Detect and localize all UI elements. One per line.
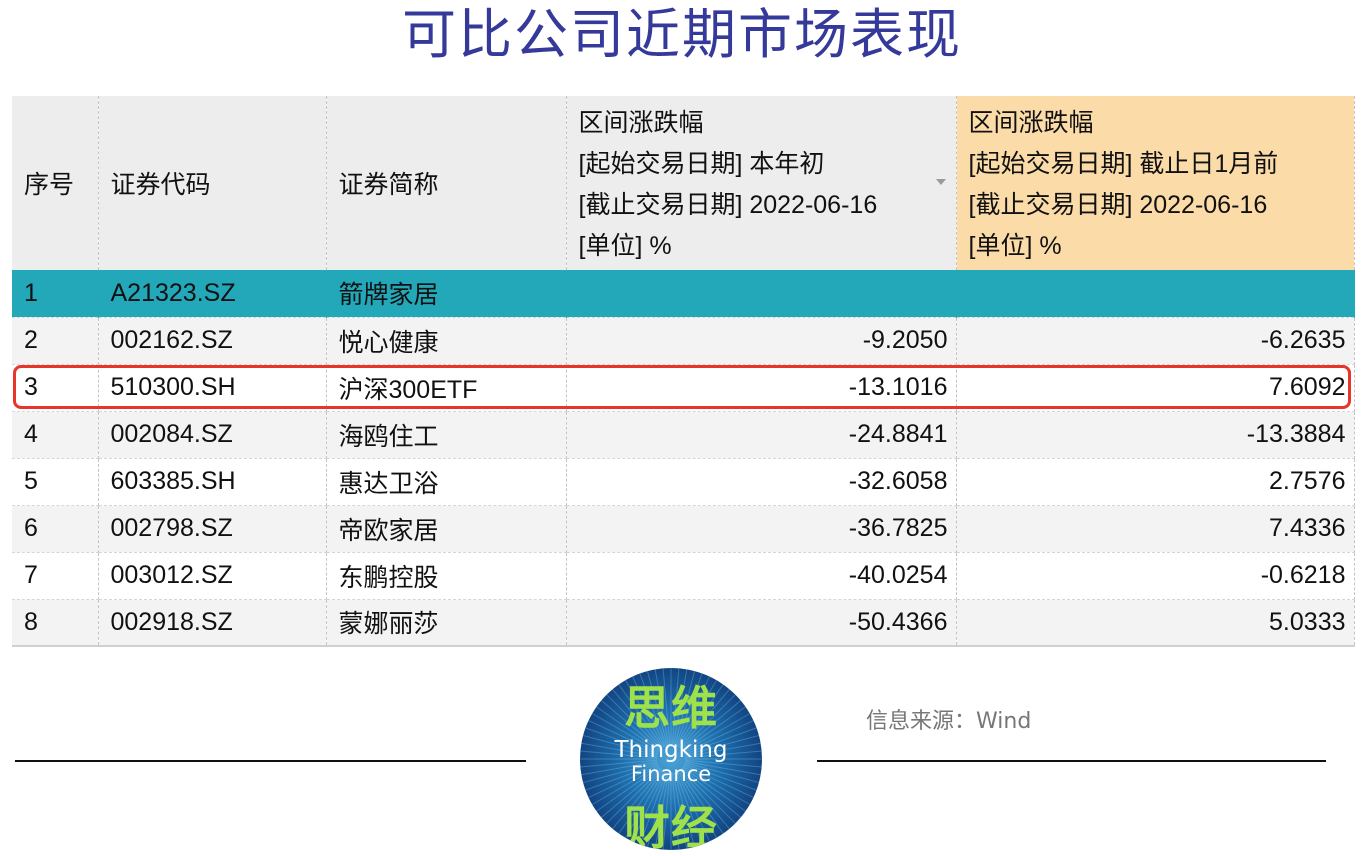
cell-code[interactable]: 002084.SZ [98, 411, 327, 459]
header-code[interactable]: 证券代码 [98, 96, 327, 270]
cell-name[interactable]: 箭牌家居 [326, 270, 567, 318]
cell-seq[interactable]: 1 [12, 270, 99, 318]
cell-seq[interactable]: 4 [12, 411, 99, 459]
table-row[interactable]: 5 603385.SH 惠达卫浴 -32.6058 2.7576 [12, 458, 1355, 506]
cell-code[interactable]: A21323.SZ [98, 270, 327, 318]
logo-en-line1: Thingking [614, 737, 728, 763]
cell-code[interactable]: 002798.SZ [98, 505, 327, 553]
page-title: 可比公司近期市场表现 [402, 3, 962, 66]
cell-code[interactable]: 002162.SZ [98, 317, 327, 365]
sort-down-icon[interactable] [935, 179, 946, 185]
source-note: 信息来源：Wind [866, 709, 1032, 734]
logo-cn-top: 思维 [624, 681, 718, 735]
divider-left [15, 760, 526, 762]
cell-1m[interactable]: -0.6218 [956, 552, 1355, 600]
cell-ytd[interactable]: -40.0254 [566, 552, 957, 600]
cell-1m[interactable]: -6.2635 [956, 317, 1355, 365]
cell-ytd[interactable]: -36.7825 [566, 505, 957, 553]
cell-1m[interactable]: -13.3884 [956, 411, 1355, 459]
cell-seq[interactable]: 6 [12, 505, 99, 553]
table-row[interactable]: 7 003012.SZ 东鹏控股 -40.0254 -0.6218 [12, 552, 1355, 600]
data-table: 序号 证券代码 证券简称 区间涨跌幅 [起始交易日期] 本年初 [截止交易日期]… [12, 96, 1355, 647]
table-row[interactable]: 4 002084.SZ 海鸥住工 -24.8841 -13.3884 [12, 411, 1355, 459]
header-1m-change[interactable]: 区间涨跌幅 [起始交易日期] 截止日1月前 [截止交易日期] 2022-06-1… [956, 96, 1355, 270]
logo-en-line2: Finance [630, 762, 712, 786]
cell-seq[interactable]: 3 [12, 364, 99, 412]
table-row[interactable]: 6 002798.SZ 帝欧家居 -36.7825 7.4336 [12, 505, 1355, 553]
cell-seq[interactable]: 7 [12, 552, 99, 600]
cell-ytd[interactable]: -50.4366 [566, 599, 957, 647]
cell-name[interactable]: 帝欧家居 [326, 505, 567, 553]
brand-logo: 思维 Thingking Finance 财经 [580, 668, 762, 850]
header-name[interactable]: 证券简称 [326, 96, 567, 270]
cell-name[interactable]: 惠达卫浴 [326, 458, 567, 506]
header-1m-line3: [截止交易日期] 2022-06-16 [968, 191, 1268, 219]
cell-ytd[interactable] [566, 270, 957, 318]
header-row: 序号 证券代码 证券简称 区间涨跌幅 [起始交易日期] 本年初 [截止交易日期]… [12, 96, 1355, 270]
header-1m-line1: 区间涨跌幅 [968, 109, 1094, 137]
table-row[interactable]: 2 002162.SZ 悦心健康 -9.2050 -6.2635 [12, 317, 1355, 365]
header-1m-line4: [单位] % [968, 232, 1062, 260]
cell-code[interactable]: 002918.SZ [98, 599, 327, 647]
cell-ytd[interactable]: -13.1016 [566, 364, 957, 412]
cell-code[interactable]: 003012.SZ [98, 552, 327, 600]
table-row[interactable]: 3 510300.SH 沪深300ETF -13.1016 7.6092 [12, 364, 1355, 412]
cell-1m[interactable]: 7.6092 [956, 364, 1355, 412]
logo-sunburst-icon [580, 668, 762, 850]
header-ytd-line4: [单位] % [578, 232, 672, 260]
header-seq[interactable]: 序号 [12, 96, 99, 270]
cell-1m[interactable]: 5.0333 [956, 599, 1355, 647]
header-ytd-line2: [起始交易日期] 本年初 [578, 150, 825, 178]
table-row[interactable]: 8 002918.SZ 蒙娜丽莎 -50.4366 5.0333 [12, 599, 1355, 647]
cell-seq[interactable]: 8 [12, 599, 99, 647]
cell-name[interactable]: 悦心健康 [326, 317, 567, 365]
cell-1m[interactable]: 7.4336 [956, 505, 1355, 553]
header-ytd-line1: 区间涨跌幅 [578, 109, 704, 137]
table-row-selected[interactable]: 1 A21323.SZ 箭牌家居 [12, 270, 1355, 318]
cell-ytd[interactable]: -32.6058 [566, 458, 957, 506]
cell-name[interactable]: 沪深300ETF [326, 364, 567, 412]
header-ytd-line3: [截止交易日期] 2022-06-16 [578, 191, 878, 219]
cell-seq[interactable]: 5 [12, 458, 99, 506]
cell-1m[interactable]: 2.7576 [956, 458, 1355, 506]
header-ytd-change[interactable]: 区间涨跌幅 [起始交易日期] 本年初 [截止交易日期] 2022-06-16 [… [566, 96, 957, 270]
cell-seq[interactable]: 2 [12, 317, 99, 365]
divider-right [817, 760, 1326, 762]
cell-name[interactable]: 海鸥住工 [326, 411, 567, 459]
cell-ytd[interactable]: -9.2050 [566, 317, 957, 365]
cell-ytd[interactable]: -24.8841 [566, 411, 957, 459]
cell-code[interactable]: 510300.SH [98, 364, 327, 412]
cell-code[interactable]: 603385.SH [98, 458, 327, 506]
cell-name[interactable]: 东鹏控股 [326, 552, 567, 600]
header-1m-line2: [起始交易日期] 截止日1月前 [968, 150, 1279, 178]
cell-name[interactable]: 蒙娜丽莎 [326, 599, 567, 647]
logo-cn-bottom: 财经 [624, 801, 718, 850]
cell-1m[interactable] [956, 270, 1355, 318]
